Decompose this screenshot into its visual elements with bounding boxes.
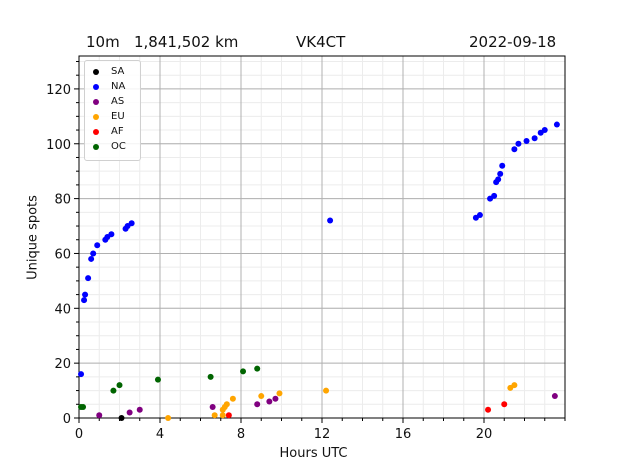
data-point-eu <box>258 393 265 400</box>
data-point-as <box>254 401 261 408</box>
data-point-as <box>551 393 558 400</box>
y-axis-label: Unique spots <box>25 195 41 280</box>
y-tick-label: 100 <box>46 138 71 153</box>
data-point-eu <box>229 395 236 402</box>
x-tick-label: 0 <box>75 427 83 442</box>
x-tick-label: 20 <box>476 427 493 442</box>
data-point-na <box>495 176 502 183</box>
legend-item-as: AS <box>85 94 140 109</box>
data-point-na <box>88 255 95 262</box>
legend-item-eu: EU <box>85 109 140 124</box>
data-point-oc <box>240 368 247 375</box>
data-point-eu <box>276 390 283 397</box>
y-tick-label: 120 <box>46 83 71 98</box>
data-point-oc <box>116 382 123 389</box>
data-point-na <box>523 138 530 145</box>
data-point-eu <box>219 412 226 419</box>
data-point-as <box>209 404 216 411</box>
data-point-na <box>553 121 560 128</box>
legend-marker-icon <box>93 113 99 120</box>
data-point-oc <box>110 387 117 394</box>
data-point-af <box>485 406 492 413</box>
x-tick-label: 8 <box>237 427 245 442</box>
date-label: 2022-09-18 <box>469 33 557 51</box>
legend-marker-icon <box>93 98 99 105</box>
data-point-af <box>225 412 232 419</box>
y-tick-label: 80 <box>54 193 71 208</box>
legend-label: AS <box>111 96 125 107</box>
data-point-na <box>81 297 88 304</box>
data-point-na <box>511 146 518 153</box>
data-point-as <box>266 398 273 405</box>
distance-label: 1,841,502 km <box>134 33 239 51</box>
data-point-na <box>90 250 97 257</box>
data-point-na <box>108 231 115 238</box>
data-point-eu <box>223 401 230 408</box>
legend-label: NA <box>111 81 126 92</box>
data-point-na <box>491 192 498 199</box>
data-point-na <box>499 162 506 169</box>
data-point-na <box>515 140 522 147</box>
legend: SA NA AS EU AF OC <box>84 60 141 161</box>
band-label: 10m <box>86 33 120 51</box>
data-point-sa <box>118 415 125 421</box>
legend-marker-icon <box>93 128 99 135</box>
legend-item-na: NA <box>85 79 140 94</box>
data-point-eu <box>211 412 218 419</box>
data-point-as <box>96 412 103 419</box>
data-point-eu <box>511 382 518 389</box>
legend-label: SA <box>111 66 125 77</box>
data-point-oc <box>80 404 87 411</box>
legend-marker-icon <box>93 83 99 90</box>
data-point-as <box>272 395 279 402</box>
legend-marker-icon <box>93 68 99 75</box>
data-point-af <box>501 401 508 408</box>
legend-item-af: AF <box>85 124 140 139</box>
data-point-na <box>94 242 101 249</box>
data-point-na <box>82 291 89 298</box>
y-tick-label: 60 <box>54 247 71 262</box>
data-point-oc <box>254 365 261 372</box>
data-point-na <box>78 371 85 378</box>
x-tick-label: 4 <box>156 427 164 442</box>
legend-label: OC <box>111 141 126 152</box>
legend-label: AF <box>111 126 124 137</box>
data-point-eu <box>323 387 330 394</box>
data-point-oc <box>154 376 161 383</box>
data-point-as <box>136 406 143 413</box>
y-tick-label: 20 <box>54 357 71 372</box>
data-point-na <box>541 127 548 134</box>
callsign-label: VK4CT <box>296 33 346 51</box>
legend-marker-icon <box>93 143 99 150</box>
x-tick-label: 12 <box>314 427 331 442</box>
x-tick-label: 16 <box>395 427 412 442</box>
data-point-oc <box>207 373 214 380</box>
legend-item-sa: SA <box>85 64 140 79</box>
y-tick-label: 0 <box>63 412 71 427</box>
data-point-na <box>128 220 135 227</box>
x-axis-label: Hours UTC <box>279 446 348 461</box>
data-point-na <box>476 212 483 219</box>
data-point-as <box>126 409 133 416</box>
y-tick-label: 40 <box>54 302 71 317</box>
data-point-na <box>531 135 538 142</box>
legend-item-oc: OC <box>85 139 140 154</box>
data-point-na <box>497 170 504 177</box>
data-point-na <box>327 217 334 224</box>
data-point-eu <box>165 415 172 421</box>
data-point-na <box>85 275 92 282</box>
legend-label: EU <box>111 111 125 122</box>
